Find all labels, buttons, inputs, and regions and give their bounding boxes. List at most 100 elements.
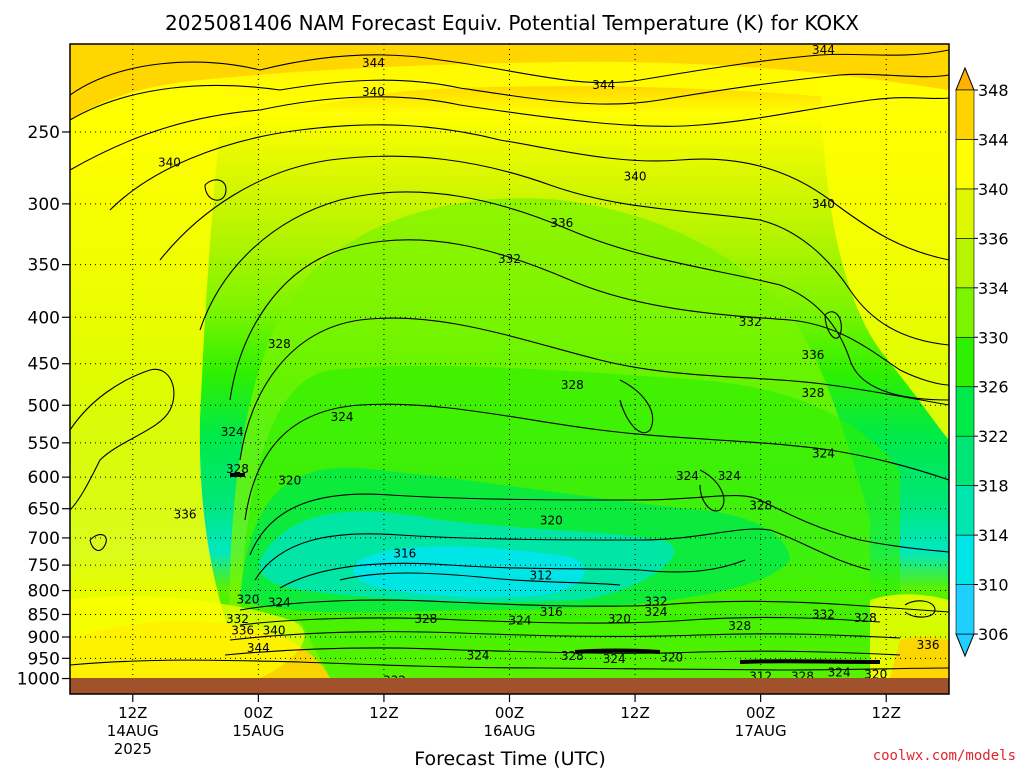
upper-yellow-band: [70, 44, 949, 170]
colorbar-label: 314: [978, 526, 1009, 545]
contour-label: 324: [812, 446, 835, 460]
y-tick-label: 750: [28, 556, 60, 576]
colorbar-label: 334: [978, 279, 1009, 298]
contour-label: 324: [645, 605, 668, 619]
grid: [70, 44, 949, 678]
contour-label: 328: [226, 462, 249, 476]
contour-label: 344: [247, 641, 270, 655]
contour-label: 328: [414, 612, 437, 626]
ground-strip: [70, 678, 949, 694]
x-tick-year: 2025: [114, 740, 152, 758]
x-tick-label: 12Z: [369, 704, 398, 722]
contour-label: 328: [854, 611, 877, 625]
contour-label: 324: [268, 596, 291, 610]
contour-label: 340: [812, 197, 835, 211]
low-green-band: [300, 613, 870, 678]
x-tick-label: 00Z: [244, 704, 273, 722]
colorbar-swatch: [955, 534, 975, 585]
contour-label: 328: [268, 337, 291, 351]
y-tick-label: 700: [28, 529, 60, 549]
contour-label: 324: [828, 666, 851, 680]
colorbar-swatch: [955, 188, 975, 239]
right-yellow-region: [820, 44, 949, 440]
colorbar-label: 336: [978, 229, 1009, 248]
colorbar-swatch: [955, 386, 975, 437]
contour-label: 328: [561, 649, 584, 663]
contour-label: 336: [917, 638, 940, 652]
colorbar-swatch: [955, 584, 975, 635]
colorbar-label: 340: [978, 180, 1009, 199]
colorbar-high-arrow: [955, 66, 975, 91]
contour-label: 332: [645, 594, 668, 608]
contour-label: 320: [278, 473, 301, 487]
colorbar-swatch: [955, 89, 975, 140]
x-tick-label: 00Z: [746, 704, 775, 722]
contour-label: 324: [331, 410, 354, 424]
contour-label: 344: [362, 56, 385, 70]
contour-label: 332: [739, 315, 762, 329]
contour-label: 324: [676, 469, 699, 483]
contour-label: 320: [608, 612, 631, 626]
x-tick-label: 12Z: [872, 704, 901, 722]
colorbar-label: 330: [978, 328, 1009, 347]
colorbar-label: 326: [978, 378, 1009, 397]
contour-label: 324: [603, 652, 626, 666]
surface-streaks: [230, 473, 881, 664]
colorbar-swatch: [955, 435, 975, 486]
contour-label: 320: [540, 514, 563, 528]
colorbar-label: 348: [978, 81, 1009, 100]
contour-label: 328: [561, 378, 584, 392]
cyan-core: [353, 546, 585, 597]
low-left-yellow: [70, 596, 305, 678]
contour-label: 316: [393, 546, 416, 560]
y-tick-label: 800: [28, 582, 60, 602]
contour-label: 328: [728, 619, 751, 633]
contour-label: 332: [812, 607, 835, 621]
contour-label: 344: [812, 43, 835, 57]
colorbar-label: 318: [978, 477, 1009, 496]
colorbar-label: 344: [978, 130, 1009, 149]
y-tick-label: 550: [28, 434, 60, 454]
y-tick-label: 1000: [17, 670, 60, 690]
contour-label: 324: [718, 469, 741, 483]
colorbar-swatch: [955, 287, 975, 338]
colorbar-swatch: [955, 139, 975, 190]
contour-label: 340: [263, 623, 286, 637]
contour-label: 332: [498, 252, 521, 266]
y-tick-label: 600: [28, 468, 60, 488]
colorbar-swatch: [955, 238, 975, 289]
contour-label: 320: [660, 650, 683, 664]
y-tick-label: 450: [28, 355, 60, 375]
contour-label: 336: [174, 508, 197, 522]
y-tick-label: 250: [28, 123, 60, 143]
credit-text: coolwx.com/models: [873, 748, 1016, 764]
contour-label: 336: [231, 623, 254, 637]
colorbar-label: 322: [978, 427, 1009, 446]
contour-label: 336: [802, 348, 825, 362]
colorbar-swatch: [955, 485, 975, 536]
y-axis: 250 300 350 400 450 500 550 600 650 700 750 800 850 9…: [17, 123, 70, 690]
y-tick-label: 500: [28, 396, 60, 416]
contour-label: 344: [592, 78, 615, 92]
x-tick-label: 12Z: [118, 704, 147, 722]
contour-label: 332: [226, 612, 249, 626]
y-tick-label: 650: [28, 500, 60, 520]
y-tick-label: 950: [28, 649, 60, 669]
x-tick-label: 12Z: [620, 704, 649, 722]
chart-title: 2025081406 NAM Forecast Equiv. Potential…: [165, 11, 859, 35]
y-tick-label: 850: [28, 605, 60, 625]
x-tick-date: 16AUG: [484, 722, 536, 740]
contour-label: 340: [624, 170, 647, 184]
x-tick-label: 00Z: [495, 704, 524, 722]
contour-label: 328: [802, 386, 825, 400]
contour-label: 328: [749, 499, 772, 513]
contour-label: 336: [550, 216, 573, 230]
contour-label: 340: [362, 85, 385, 99]
contour-label: 324: [467, 648, 490, 662]
contour-label: 340: [158, 155, 181, 169]
left-yellow-region: [70, 44, 240, 660]
colorbar-label: 310: [978, 576, 1009, 595]
colorbar: 306 310 314 318 322 326 330 334 336 340 344 348: [955, 66, 1009, 658]
x-axis-label: Forecast Time (UTC): [414, 748, 605, 768]
